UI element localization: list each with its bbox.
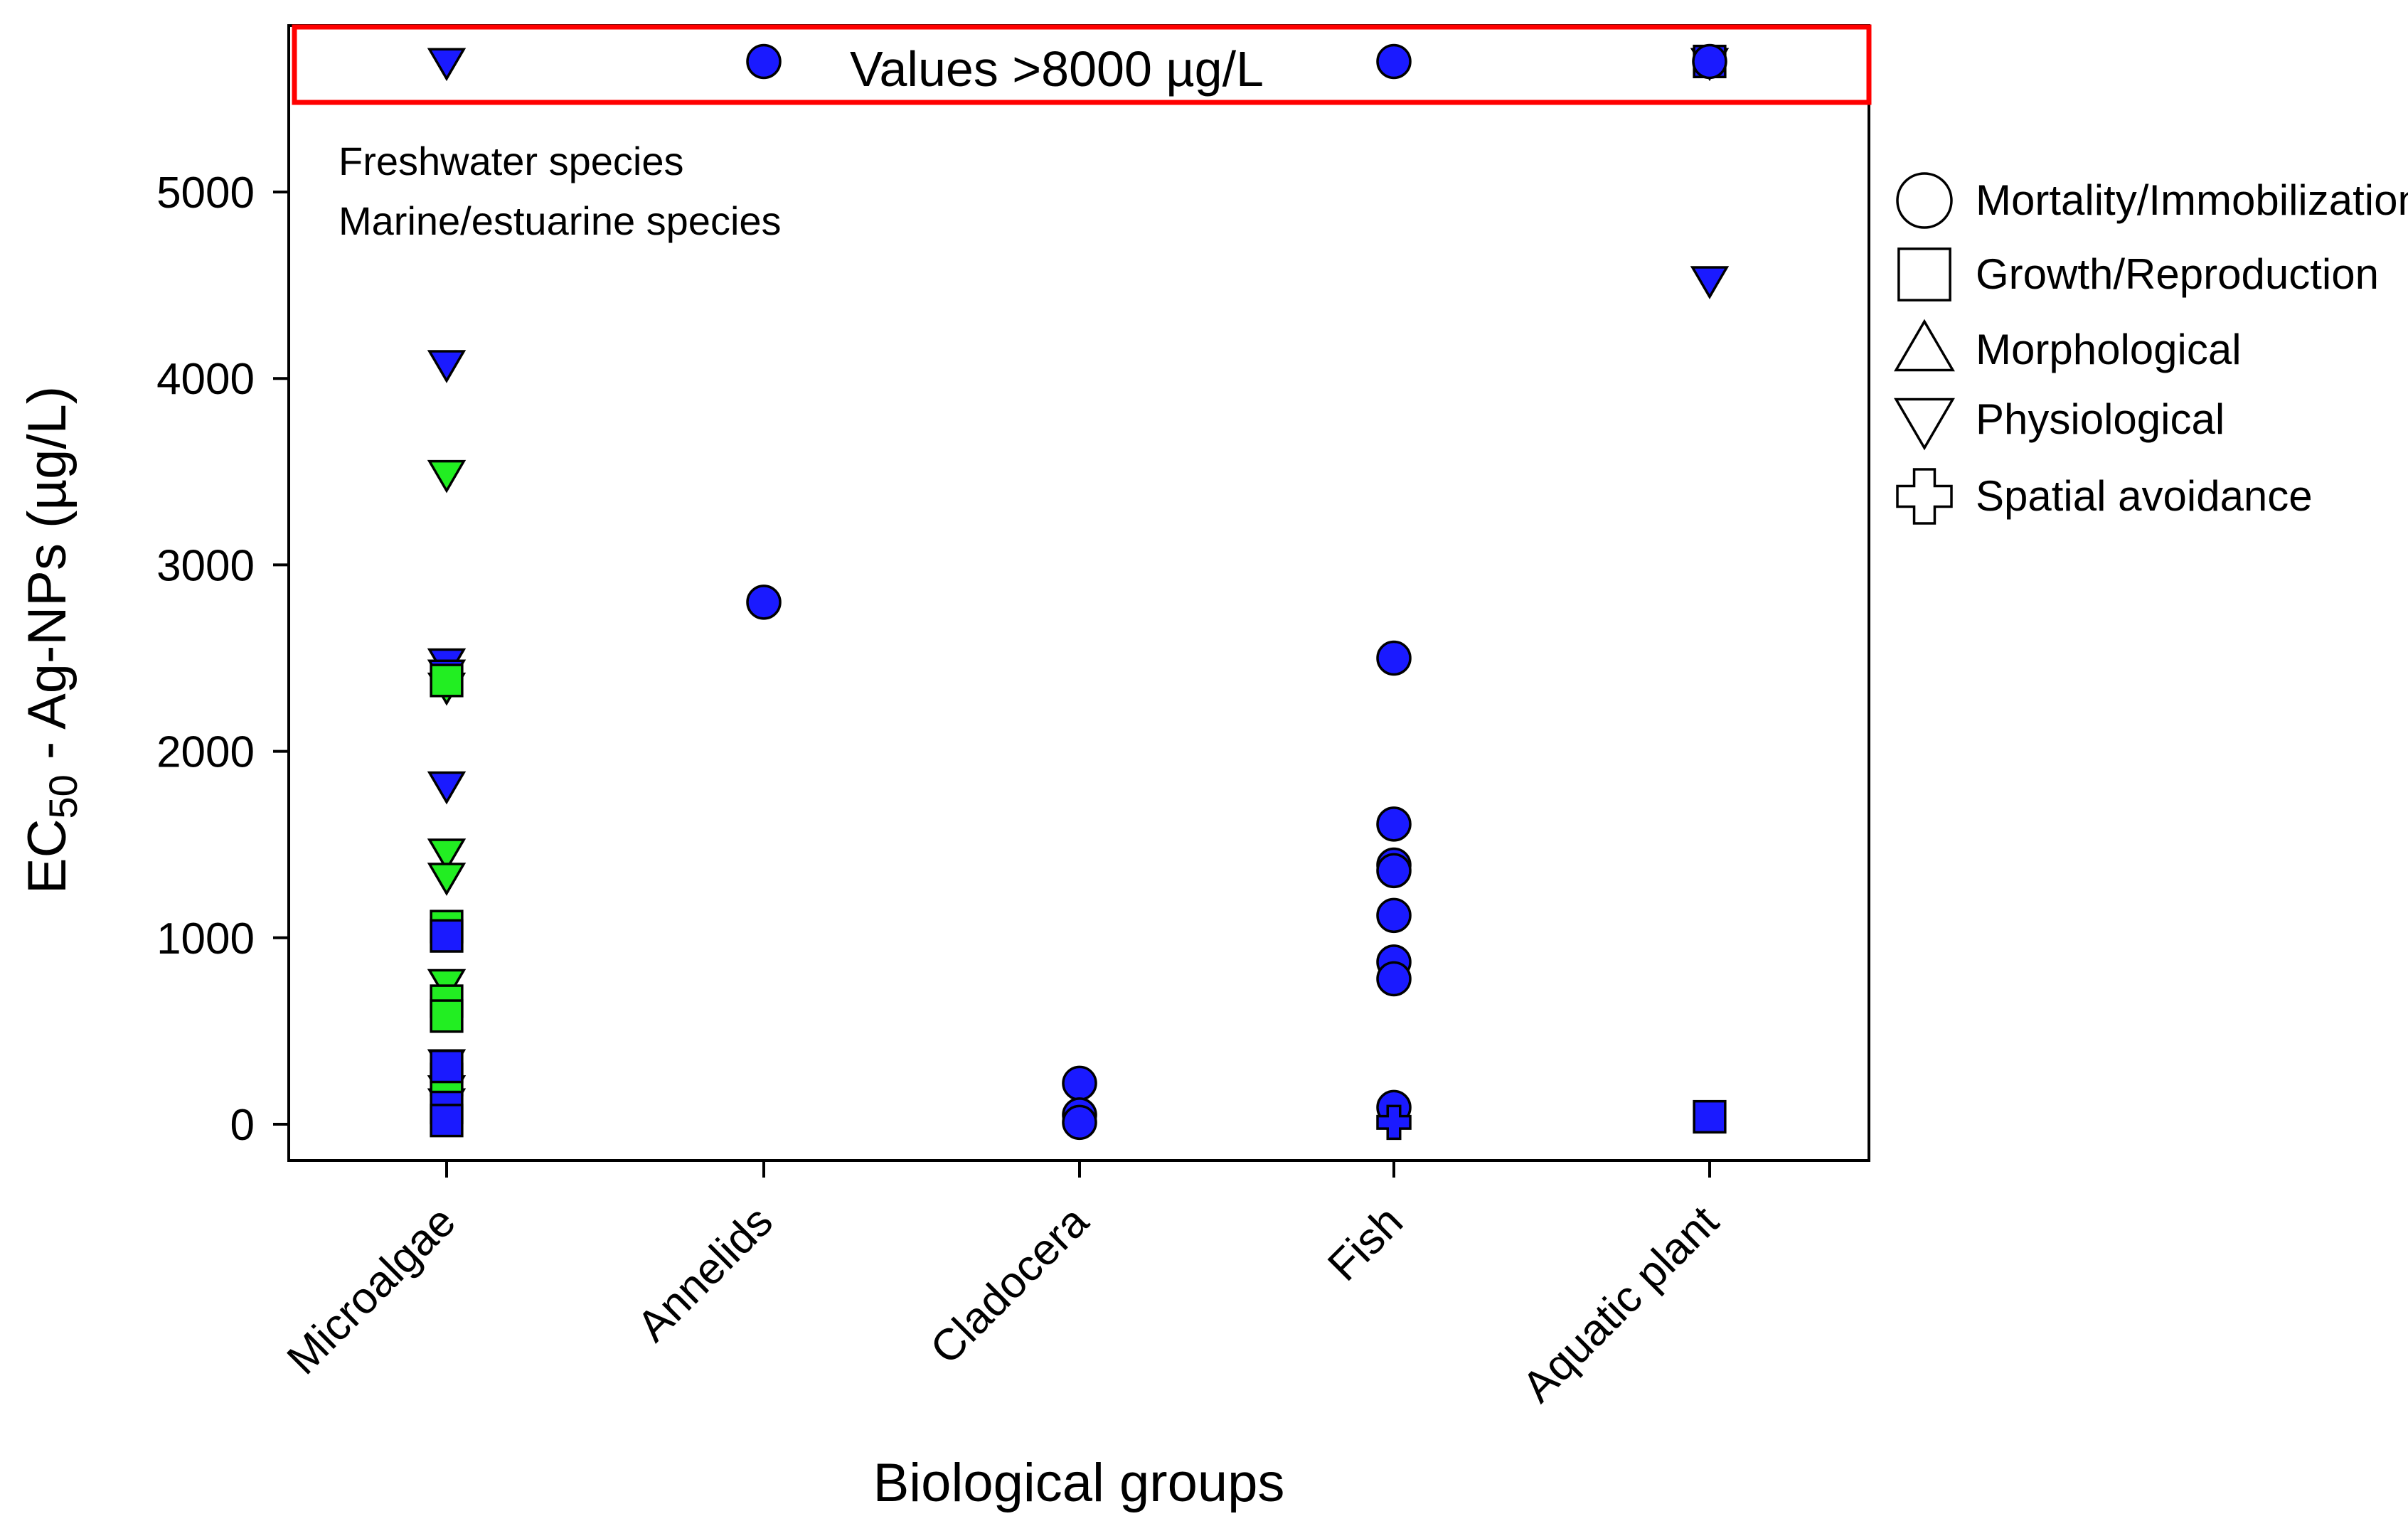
x-axis: Microalgae Annelids Cladocera Fish Aquatic p…	[278, 1160, 1728, 1412]
data-point	[427, 771, 467, 805]
data-point	[1376, 853, 1412, 889]
legend-triangle-down-icon	[1894, 397, 1955, 451]
data-point	[427, 459, 467, 493]
data-point	[427, 838, 467, 872]
data-point	[1376, 897, 1412, 934]
legend-label: Morphological	[1976, 326, 2242, 373]
data-markers	[427, 43, 1730, 1141]
data-point	[746, 43, 782, 80]
legend-circle-icon	[1896, 172, 1953, 229]
y-tick-label: 2000	[156, 728, 255, 777]
y-tick-label: 5000	[156, 169, 255, 218]
plot-area	[287, 24, 1870, 1162]
data-point	[1376, 806, 1412, 842]
data-point	[430, 663, 464, 698]
note-freshwater-species: Freshwater species	[339, 139, 684, 183]
data-point	[427, 48, 467, 82]
legend-square-icon	[1897, 247, 1951, 302]
data-point	[1062, 1065, 1097, 1101]
y-tick-label: 0	[230, 1101, 255, 1150]
y-axis: 0 1000 2000 3000 4000 5000	[156, 169, 289, 1150]
data-point	[430, 1104, 464, 1138]
data-point	[427, 863, 467, 896]
data-point	[430, 919, 464, 953]
data-point	[1376, 43, 1412, 80]
data-point	[427, 350, 467, 383]
x-tick-label: Cladocera	[921, 1197, 1098, 1374]
x-tick-label: Microalgae	[278, 1197, 465, 1384]
y-tick-label: 4000	[156, 355, 255, 404]
data-point	[430, 1050, 464, 1084]
legend-triangle-up-icon	[1894, 319, 1955, 372]
data-point	[1690, 266, 1730, 299]
data-point	[746, 585, 782, 620]
data-point	[1692, 43, 1727, 80]
y-tick-label: 1000	[156, 914, 255, 964]
note-marine-species: Marine/estuarine species	[339, 198, 782, 243]
data-point	[1376, 961, 1412, 997]
data-point	[1376, 640, 1412, 676]
legend: Mortality/Immobilization Growth/Reproduct…	[1894, 172, 2408, 525]
data-point	[430, 999, 464, 1033]
legend-label: Spatial avoidance	[1976, 472, 2313, 520]
overflow-banner-box	[292, 24, 1872, 105]
legend-label: Physiological	[1976, 395, 2225, 443]
x-tick-label: Fish	[1318, 1197, 1412, 1291]
legend-label: Mortality/Immobilization	[1976, 176, 2408, 224]
y-axis-title: EC50 - Ag-NPs (µg/L)	[17, 386, 85, 894]
legend-label: Growth/Reproduction	[1976, 250, 2379, 298]
data-point	[1693, 1099, 1727, 1134]
x-tick-label: Annelids	[628, 1197, 782, 1351]
x-axis-title: Biological groups	[873, 1453, 1285, 1513]
overflow-banner-label: Values >8000 µg/L	[850, 41, 1264, 97]
legend-cross-icon	[1896, 468, 1953, 525]
y-tick-label: 3000	[156, 541, 255, 590]
x-tick-label: Aquatic plant	[1513, 1197, 1728, 1412]
data-point	[1376, 1104, 1412, 1141]
data-point	[1062, 1104, 1097, 1141]
